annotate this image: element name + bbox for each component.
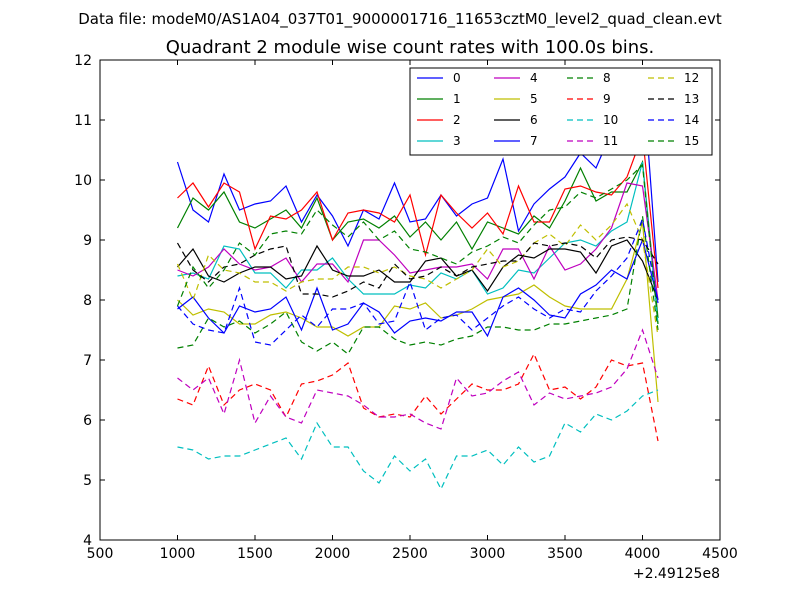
legend-label-15: 15 xyxy=(684,134,699,148)
legend-label-6: 6 xyxy=(530,113,538,127)
x-tick-label: 1500 xyxy=(237,546,273,562)
x-tick-label: 3500 xyxy=(547,546,583,562)
tick-layer: 500 1000 1500 2000 2500 3000 3500 4000 4500 4 5 6 7 8… xyxy=(74,53,738,562)
y-tick-label: 12 xyxy=(74,53,92,69)
y-tick-label: 8 xyxy=(83,293,92,309)
y-tick-label: 11 xyxy=(74,113,92,129)
series-line-10 xyxy=(177,389,659,491)
series-line-9 xyxy=(177,352,659,442)
legend-label-7: 7 xyxy=(530,134,538,148)
series-line-0 xyxy=(176,71,659,283)
y-tick-label: 7 xyxy=(83,353,92,369)
legend-label-1: 1 xyxy=(453,92,461,106)
series-line-13 xyxy=(176,236,659,298)
y-tick-label: 10 xyxy=(74,173,92,189)
x-tick-label: 3000 xyxy=(470,546,506,562)
x-tick-label: 4500 xyxy=(702,546,738,562)
legend-label-5: 5 xyxy=(530,92,538,106)
series-line-7 xyxy=(177,238,659,338)
series-line-5 xyxy=(177,221,659,403)
series-line-11 xyxy=(177,328,659,430)
series-line-8 xyxy=(177,215,659,355)
x-tick-label: 2000 xyxy=(315,546,351,562)
series-line-2 xyxy=(177,134,659,289)
series-line-12 xyxy=(176,202,659,337)
y-tick-label: 6 xyxy=(83,413,92,429)
legend-label-8: 8 xyxy=(603,71,611,85)
x-tick-label: 2500 xyxy=(392,546,428,562)
x-tick-label: 1000 xyxy=(160,546,196,562)
legend-label-14: 14 xyxy=(684,113,699,127)
series-layer xyxy=(176,71,659,491)
series-line-1 xyxy=(176,159,659,319)
legend-label-13: 13 xyxy=(684,92,699,106)
legend-label-2: 2 xyxy=(453,113,461,127)
x-offset-label: +2.49125e8 xyxy=(633,566,720,582)
y-tick-label: 5 xyxy=(83,473,92,489)
legend-label-0: 0 xyxy=(453,71,461,85)
legend-label-4: 4 xyxy=(530,71,538,85)
chart-title: Quadrant 2 module wise count rates with … xyxy=(166,37,655,58)
y-tick-label: 9 xyxy=(83,233,92,249)
legend-label-10: 10 xyxy=(603,113,618,127)
x-tick-label: 4000 xyxy=(625,546,661,562)
legend-label-12: 12 xyxy=(684,71,699,85)
series-line-6 xyxy=(177,239,659,301)
series-line-3 xyxy=(177,161,659,325)
series-line-15 xyxy=(176,163,659,325)
supertitle: Data file: modeM0/AS1A04_037T01_90000017… xyxy=(78,10,722,29)
series-line-14 xyxy=(177,216,659,346)
legend-label-11: 11 xyxy=(603,134,618,148)
legend-label-9: 9 xyxy=(603,92,611,106)
legend-label-3: 3 xyxy=(453,134,461,148)
y-tick-label: 4 xyxy=(83,533,92,549)
x-tick-label: 500 xyxy=(87,546,114,562)
